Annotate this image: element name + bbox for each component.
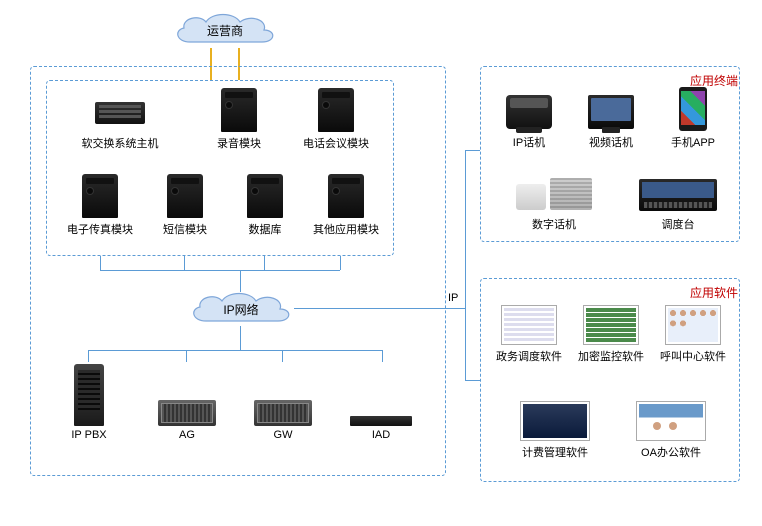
software-title: 应用软件 [690,284,738,301]
gw-rack-icon [152,362,222,426]
software-billing-label: 计费管理软件 [510,444,600,460]
connector-gw-stub3 [282,350,283,362]
mobile-app-icon [658,86,728,132]
gw-rack-icon [248,362,318,426]
gateway-ag: AG [152,362,222,441]
screenshot-icon [626,400,716,442]
console-icon [628,176,728,214]
server-record: 录音模块 [204,88,274,151]
server-tower-icon [214,88,264,132]
server-other: 其他应用模块 [306,174,386,237]
gw-tower-icon [54,362,124,426]
server-rack-icon [95,94,145,132]
software-dispatch-label: 政务调度软件 [490,348,568,364]
gateway-ag-label: AG [152,429,222,441]
terminal-digitalphone: 数字话机 [504,176,604,232]
phone-device-icon [494,92,564,132]
connector-ip-right-h [294,308,466,309]
gateway-iad-label: IAD [346,429,416,441]
gateway-gw: GW [248,362,318,441]
software-callcenter: 呼叫中心软件 [654,304,732,364]
server-record-label: 录音模块 [204,135,274,151]
terminal-console-label: 调度台 [628,216,728,232]
connector-to-ipcloud [240,270,241,292]
gateway-gw-label: GW [248,429,318,441]
server-fax-label: 电子传真模块 [60,221,140,237]
terminal-mobileapp: 手机APP [658,86,728,150]
terminal-ipphone: IP话机 [494,92,564,150]
cloud-ip-network-label: IP网络 [223,301,258,318]
software-billing: 计费管理软件 [510,400,600,460]
server-softswitch-label: 软交换系统主机 [74,135,166,151]
connector-to-terminal [465,150,480,151]
server-conference: 电话会议模块 [296,88,376,151]
connector-gw-stub4 [382,350,383,362]
software-oa-label: OA办公软件 [626,444,716,460]
terminal-mobileapp-label: 手机APP [658,134,728,150]
server-sms-label: 短信模块 [150,221,220,237]
gateway-iad: IAD [346,362,416,441]
cloud-operator-label: 运营商 [207,22,243,39]
gateway-ippbx: IP PBX [54,362,124,441]
server-database: 数据库 [230,174,300,237]
video-phone-icon [576,92,646,132]
server-fax: 电子传真模块 [60,174,140,237]
server-other-label: 其他应用模块 [306,221,386,237]
software-oa: OA办公软件 [626,400,716,460]
connector-serverbox-stub3 [264,256,265,270]
server-sms: 短信模块 [150,174,220,237]
terminal-videophone-label: 视频话机 [576,134,646,150]
server-tower-icon [311,88,361,132]
connector-ipcloud-down [240,326,241,350]
connector-gw-stub1 [88,350,89,362]
screenshot-icon [510,400,600,442]
screenshot-icon [572,304,650,346]
connector-ip-right-v [465,150,466,380]
server-database-label: 数据库 [230,221,300,237]
connector-serverbox-stub1 [100,256,101,270]
gw-flat-icon [346,362,416,426]
server-softswitch: 软交换系统主机 [74,94,166,151]
connector-gw-stub2 [186,350,187,362]
connector-serverbox-stub4 [340,256,341,270]
software-dispatch: 政务调度软件 [490,304,568,364]
gateway-ippbx-label: IP PBX [54,429,124,441]
screenshot-icon [654,304,732,346]
ip-conn-label: IP [448,292,458,304]
server-conference-label: 电话会议模块 [296,135,376,151]
server-tower-icon [75,174,125,218]
connector-serverbox-to-ipcloud-h [100,270,340,271]
terminal-videophone: 视频话机 [576,92,646,150]
terminal-ipphone-label: IP话机 [494,134,564,150]
desk-phone-icon [504,176,604,214]
terminal-digitalphone-label: 数字话机 [504,216,604,232]
software-monitor: 加密监控软件 [572,304,650,364]
cloud-operator: 运营商 [170,10,280,50]
software-monitor-label: 加密监控软件 [572,348,650,364]
connector-to-software [465,380,480,381]
connector-serverbox-stub2 [184,256,185,270]
server-tower-icon [321,174,371,218]
terminal-console: 调度台 [628,176,728,232]
connector-gateway-h [88,350,382,351]
server-tower-icon [240,174,290,218]
server-tower-icon [160,174,210,218]
software-callcenter-label: 呼叫中心软件 [654,348,732,364]
screenshot-icon [490,304,568,346]
